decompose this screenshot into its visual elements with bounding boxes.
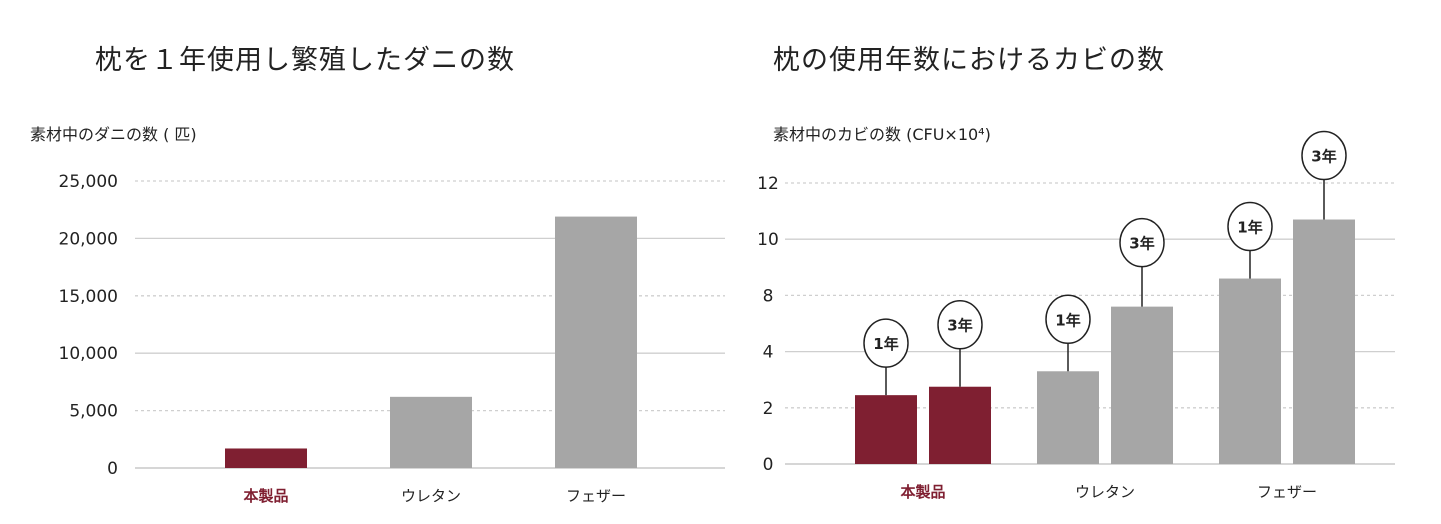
bar-2 bbox=[390, 396, 472, 468]
x-tick-label: 本製品 bbox=[900, 483, 945, 501]
year-callout-label: 1年 bbox=[1055, 311, 1080, 329]
y-tick-label: 15,000 bbox=[59, 287, 118, 307]
year-callout-circle bbox=[1301, 130, 1347, 181]
y-tick-label: 8 bbox=[763, 286, 774, 306]
y-tick-label: 0 bbox=[107, 459, 118, 479]
y-tick-label: 10,000 bbox=[59, 344, 118, 364]
chart-title-mites: 枕を１年使用し繁殖したダニの数 bbox=[95, 45, 515, 76]
year-callout-circle bbox=[937, 299, 983, 350]
y-tick-label: 0 bbox=[763, 455, 774, 475]
bar-2-3年 bbox=[1111, 306, 1173, 464]
y-axis-label-mold: 素材中のカビの数 (CFU×10⁴) bbox=[773, 125, 991, 144]
y-tick-label: 4 bbox=[763, 343, 774, 363]
bar-1-3年 bbox=[929, 386, 991, 464]
y-tick-label: 10 bbox=[757, 230, 779, 250]
y-axis-label-mites: 素材中のダニの数 ( 匹) bbox=[30, 125, 197, 144]
year-callout-label: 3年 bbox=[947, 317, 972, 335]
year-callout-label: 3年 bbox=[1129, 235, 1154, 253]
year-callout-circle bbox=[1119, 217, 1165, 268]
year-callout-label: 1年 bbox=[1237, 219, 1262, 237]
x-tick-label: フェザー bbox=[566, 487, 626, 505]
y-tick-label: 20,000 bbox=[59, 229, 118, 249]
year-callout-circle bbox=[863, 318, 909, 368]
y-tick-label: 25,000 bbox=[59, 172, 118, 192]
x-tick-label: ウレタン bbox=[1075, 483, 1135, 501]
x-tick-label: 本製品 bbox=[243, 487, 288, 505]
bar-3-3年 bbox=[1293, 219, 1355, 464]
y-tick-label: 12 bbox=[757, 174, 779, 194]
year-callout-label: 1年 bbox=[873, 335, 898, 353]
bar-1-1年 bbox=[855, 395, 917, 464]
x-tick-label: ウレタン bbox=[401, 487, 461, 505]
bar-1 bbox=[225, 448, 307, 468]
bar-3-1年 bbox=[1219, 278, 1281, 464]
x-tick-label: フェザー bbox=[1257, 483, 1317, 501]
bar-2-1年 bbox=[1037, 371, 1099, 464]
y-tick-label: 5,000 bbox=[69, 402, 118, 422]
chart-title-mold: 枕の使用年数におけるカビの数 bbox=[773, 45, 1165, 76]
year-callout-circle bbox=[1227, 201, 1273, 252]
year-callout-circle bbox=[1045, 294, 1091, 345]
y-tick-label: 2 bbox=[763, 399, 774, 419]
bar-3 bbox=[555, 216, 637, 468]
year-callout-label: 3年 bbox=[1311, 148, 1336, 166]
